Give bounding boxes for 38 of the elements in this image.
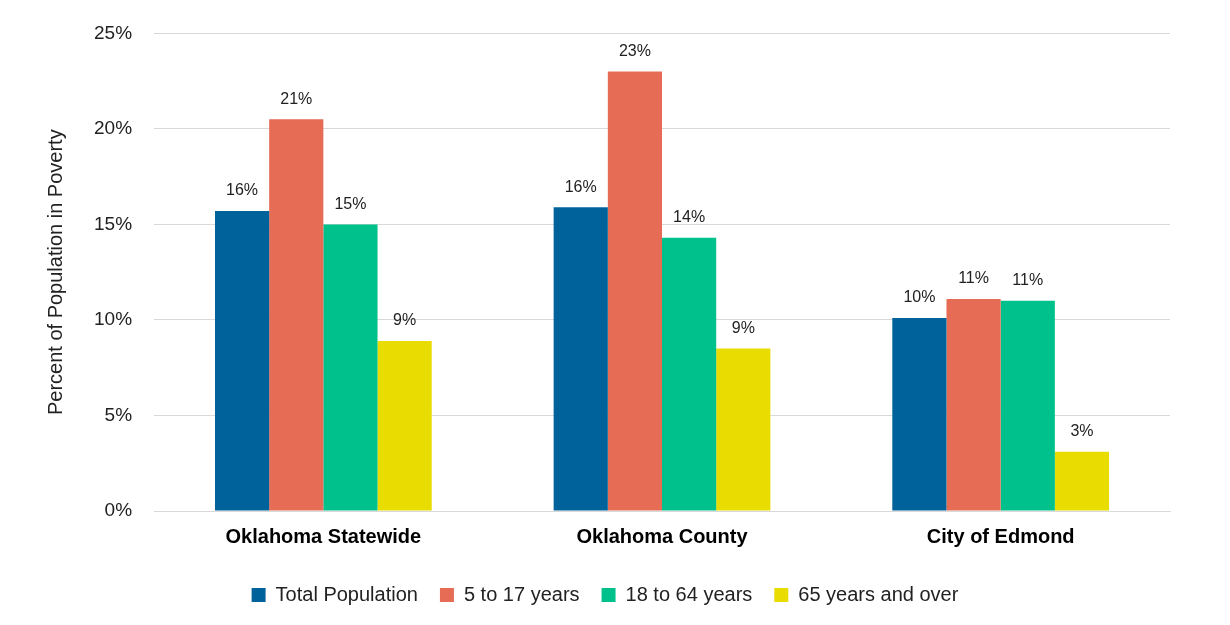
data-label: 9% — [393, 311, 417, 329]
bar — [1054, 451, 1110, 511]
legend-label: Total Population — [275, 582, 418, 605]
y-tick-label: 20% — [94, 117, 133, 139]
bar — [214, 211, 270, 511]
data-label: 10% — [903, 288, 936, 306]
bar — [323, 224, 378, 511]
y-tick-label: 15% — [94, 212, 133, 234]
bar — [607, 71, 663, 511]
data-label: 11% — [958, 269, 989, 287]
bar — [553, 207, 608, 511]
bar — [892, 318, 947, 511]
bar — [1000, 300, 1055, 511]
data-label: 16% — [564, 177, 597, 195]
bar — [377, 340, 432, 511]
bar — [946, 298, 1001, 511]
x-tick-label: City of Edmond — [926, 524, 1075, 547]
bar — [716, 348, 771, 511]
data-label: 15% — [334, 194, 367, 212]
data-label: 9% — [731, 319, 755, 337]
data-label: 14% — [673, 208, 706, 226]
y-tick-label: 5% — [104, 403, 133, 425]
bar — [269, 119, 324, 511]
data-label: 23% — [618, 42, 651, 60]
y-tick-label: 25% — [94, 21, 133, 43]
legend-label: 5 to 17 years — [463, 582, 580, 605]
data-label: 21% — [280, 89, 313, 107]
legend-label: 65 years and over — [798, 582, 959, 605]
y-tick-label: 10% — [94, 308, 133, 330]
data-label: 16% — [226, 181, 259, 199]
legend-label: 18 to 64 years — [625, 582, 753, 605]
bar — [662, 237, 717, 511]
y-tick-label: 0% — [104, 499, 133, 521]
x-tick-label: Oklahoma Statewide — [225, 524, 422, 547]
x-tick-label: Oklahoma County — [576, 524, 749, 547]
data-label: 3% — [1070, 422, 1094, 440]
y-axis-title: Percent of Population in Poverty — [43, 129, 66, 416]
data-label: 11% — [1012, 271, 1044, 289]
